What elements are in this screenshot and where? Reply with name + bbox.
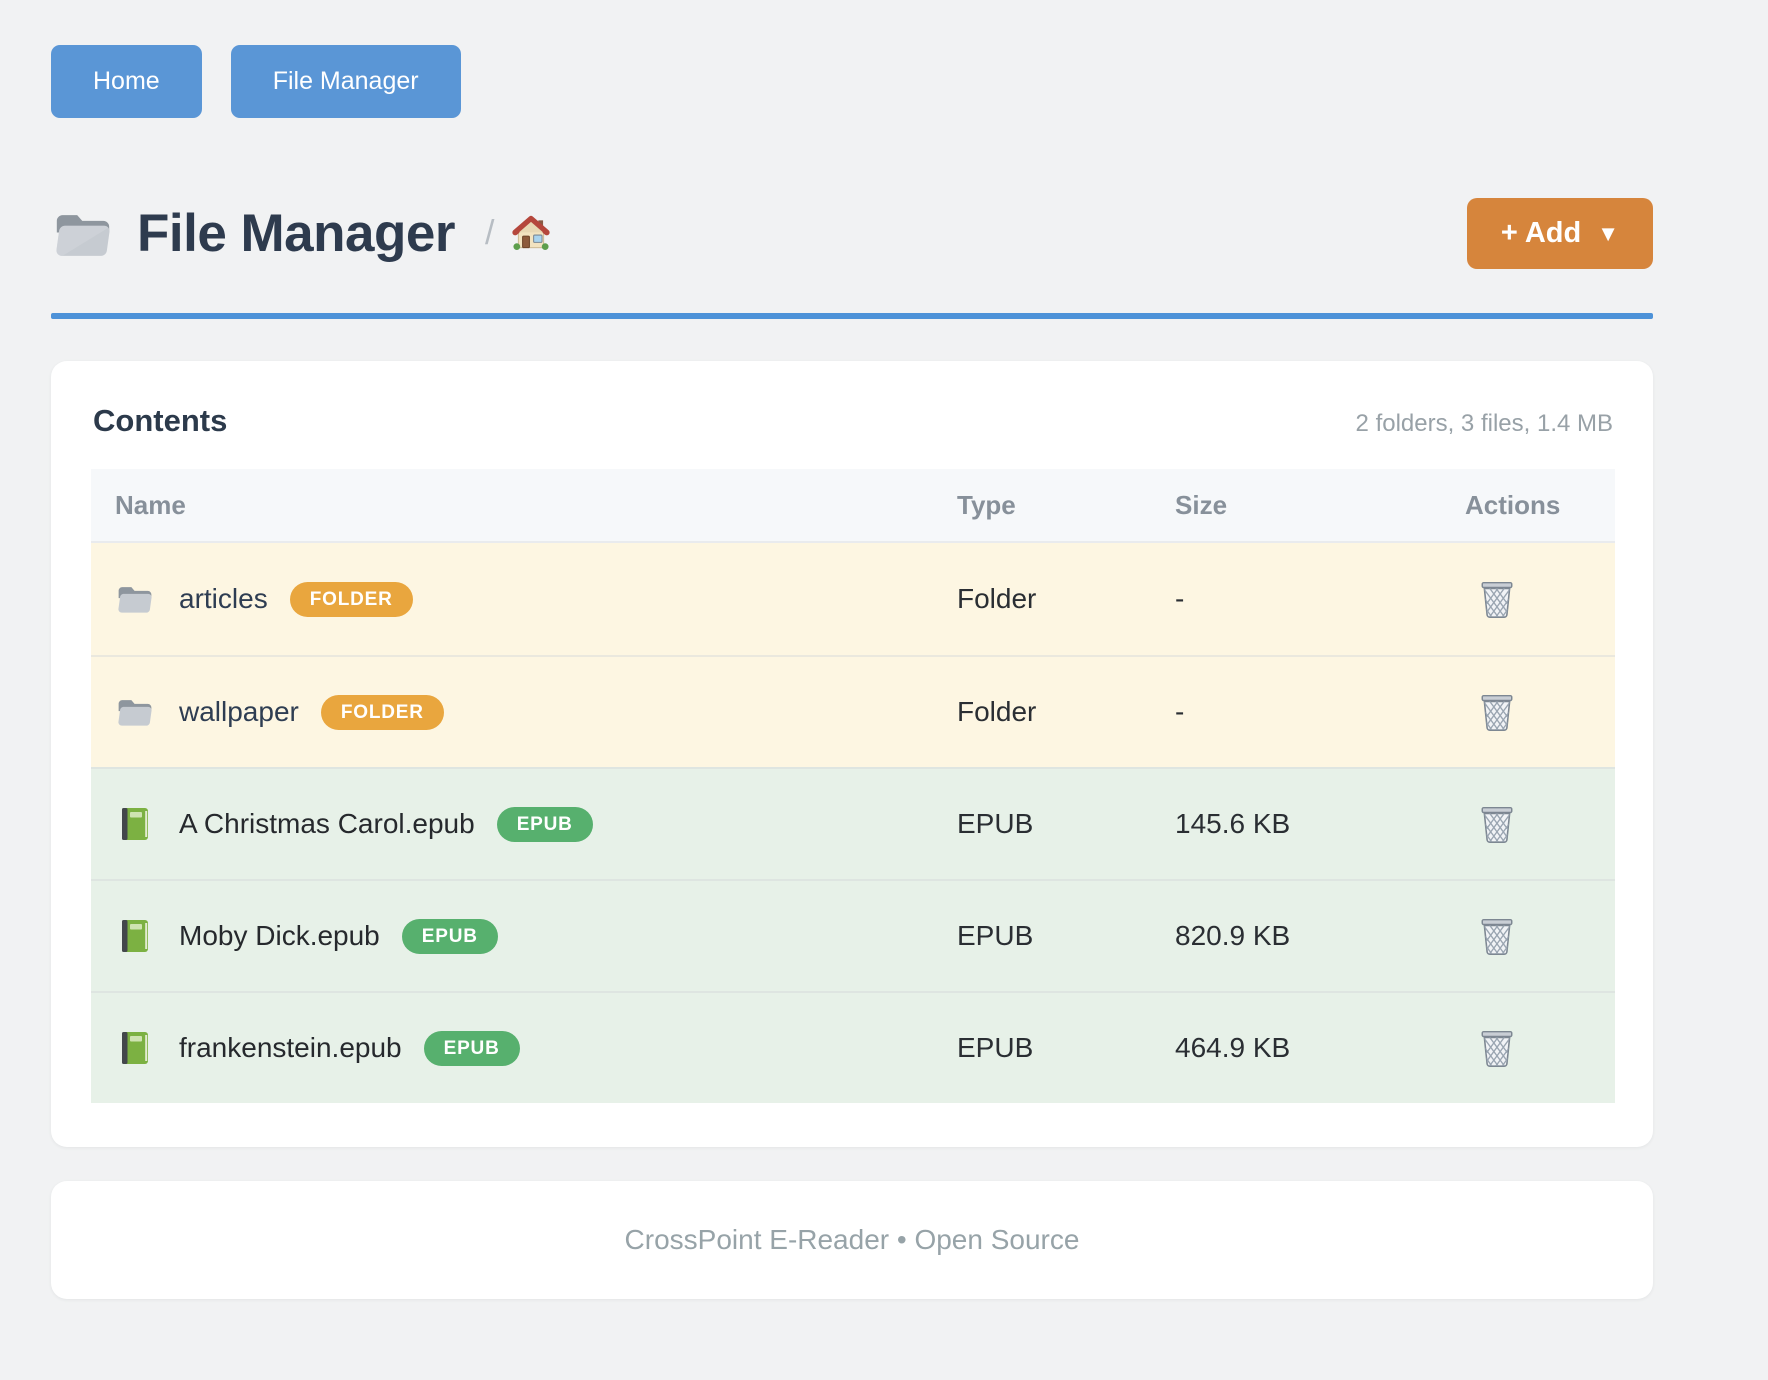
actions-cell xyxy=(1465,575,1615,623)
type-cell: EPUB xyxy=(957,920,1034,951)
name-cell: wallpaper FOLDER xyxy=(91,693,957,731)
trash-icon xyxy=(1479,1030,1515,1071)
trash-button[interactable] xyxy=(1475,575,1519,623)
column-header-actions: Actions xyxy=(1465,489,1561,520)
table-row: wallpaper FOLDER Folder - xyxy=(91,655,1615,767)
size-cell: 464.9 KB xyxy=(1175,1032,1291,1063)
file-manager-button[interactable]: File Manager xyxy=(230,45,461,118)
footer-card: CrossPoint E-Reader • Open Source xyxy=(51,1181,1653,1299)
house-icon[interactable] xyxy=(510,214,552,254)
size-cell: 145.6 KB xyxy=(1175,808,1291,839)
title-group: File Manager / xyxy=(51,203,552,264)
name-cell: articles FOLDER xyxy=(91,580,957,618)
trash-button[interactable] xyxy=(1475,912,1519,960)
home-button[interactable]: Home xyxy=(51,45,202,118)
table-row: articles FOLDER Folder - xyxy=(91,543,1615,655)
type-badge: EPUB xyxy=(401,918,498,954)
contents-heading: Contents xyxy=(93,403,228,438)
file-name-link[interactable]: A Christmas Carol.epub xyxy=(179,808,475,839)
book-icon xyxy=(115,1029,155,1067)
name-cell: frankenstein.epub EPUB xyxy=(91,1029,957,1067)
trash-icon xyxy=(1479,694,1515,735)
folder-icon xyxy=(51,207,115,261)
column-header-name: Name xyxy=(115,489,186,520)
actions-cell xyxy=(1465,688,1615,736)
trash-icon xyxy=(1479,806,1515,847)
breadcrumb-separator: / xyxy=(484,214,495,252)
size-cell: - xyxy=(1175,696,1185,727)
size-cell: - xyxy=(1175,583,1185,614)
size-cell: 820.9 KB xyxy=(1175,920,1291,951)
header-divider xyxy=(51,313,1653,319)
file-name-link[interactable]: articles xyxy=(179,583,268,614)
column-header-type: Type xyxy=(957,489,1016,520)
trash-button[interactable] xyxy=(1475,1024,1519,1072)
add-button[interactable]: + Add ▼ xyxy=(1466,198,1653,269)
file-name-link[interactable]: wallpaper xyxy=(179,696,299,727)
type-badge: FOLDER xyxy=(320,694,444,730)
file-name-link[interactable]: Moby Dick.epub xyxy=(179,920,380,951)
table-row: A Christmas Carol.epub EPUB EPUB 145.6 K… xyxy=(91,767,1615,879)
type-cell: Folder xyxy=(957,583,1037,614)
folder-icon xyxy=(115,693,155,731)
table-body: articles FOLDER Folder - wallpaper FOLDE… xyxy=(91,543,1615,1103)
table-row: Moby Dick.epub EPUB EPUB 820.9 KB xyxy=(91,879,1615,991)
type-badge: EPUB xyxy=(423,1030,520,1066)
contents-card: Contents 2 folders, 3 files, 1.4 MB Name… xyxy=(51,361,1653,1147)
files-table: Name Type Size Actions articles FOLDER F… xyxy=(91,469,1615,1103)
folder-icon xyxy=(115,580,155,618)
breadcrumb: / xyxy=(485,214,552,254)
trash-icon xyxy=(1479,918,1515,959)
trash-button[interactable] xyxy=(1475,800,1519,848)
name-cell: A Christmas Carol.epub EPUB xyxy=(91,805,957,843)
book-icon xyxy=(115,805,155,843)
name-cell: Moby Dick.epub EPUB xyxy=(91,917,957,955)
page-title: File Manager xyxy=(137,204,455,263)
top-nav: Home File Manager xyxy=(51,45,1653,118)
column-header-size: Size xyxy=(1175,489,1228,520)
contents-summary: 2 folders, 3 files, 1.4 MB xyxy=(1355,410,1613,437)
type-badge: EPUB xyxy=(496,806,593,842)
file-name-link[interactable]: frankenstein.epub xyxy=(179,1032,402,1063)
actions-cell xyxy=(1465,912,1615,960)
actions-cell xyxy=(1465,1024,1615,1072)
trash-button[interactable] xyxy=(1475,688,1519,736)
type-cell: Folder xyxy=(957,696,1037,727)
actions-cell xyxy=(1465,800,1615,848)
table-row: frankenstein.epub EPUB EPUB 464.9 KB xyxy=(91,991,1615,1103)
footer-text: CrossPoint E-Reader • Open Source xyxy=(624,1224,1080,1255)
type-badge: FOLDER xyxy=(289,581,413,617)
contents-card-header: Contents 2 folders, 3 files, 1.4 MB xyxy=(91,403,1615,439)
type-cell: EPUB xyxy=(957,808,1034,839)
book-icon xyxy=(115,917,155,955)
trash-icon xyxy=(1479,581,1515,622)
type-cell: EPUB xyxy=(957,1032,1034,1063)
caret-down-icon: ▼ xyxy=(1597,220,1619,246)
add-button-label: + Add xyxy=(1500,217,1582,249)
page-header: File Manager / + A xyxy=(51,198,1653,269)
table-header-row: Name Type Size Actions xyxy=(91,469,1615,543)
